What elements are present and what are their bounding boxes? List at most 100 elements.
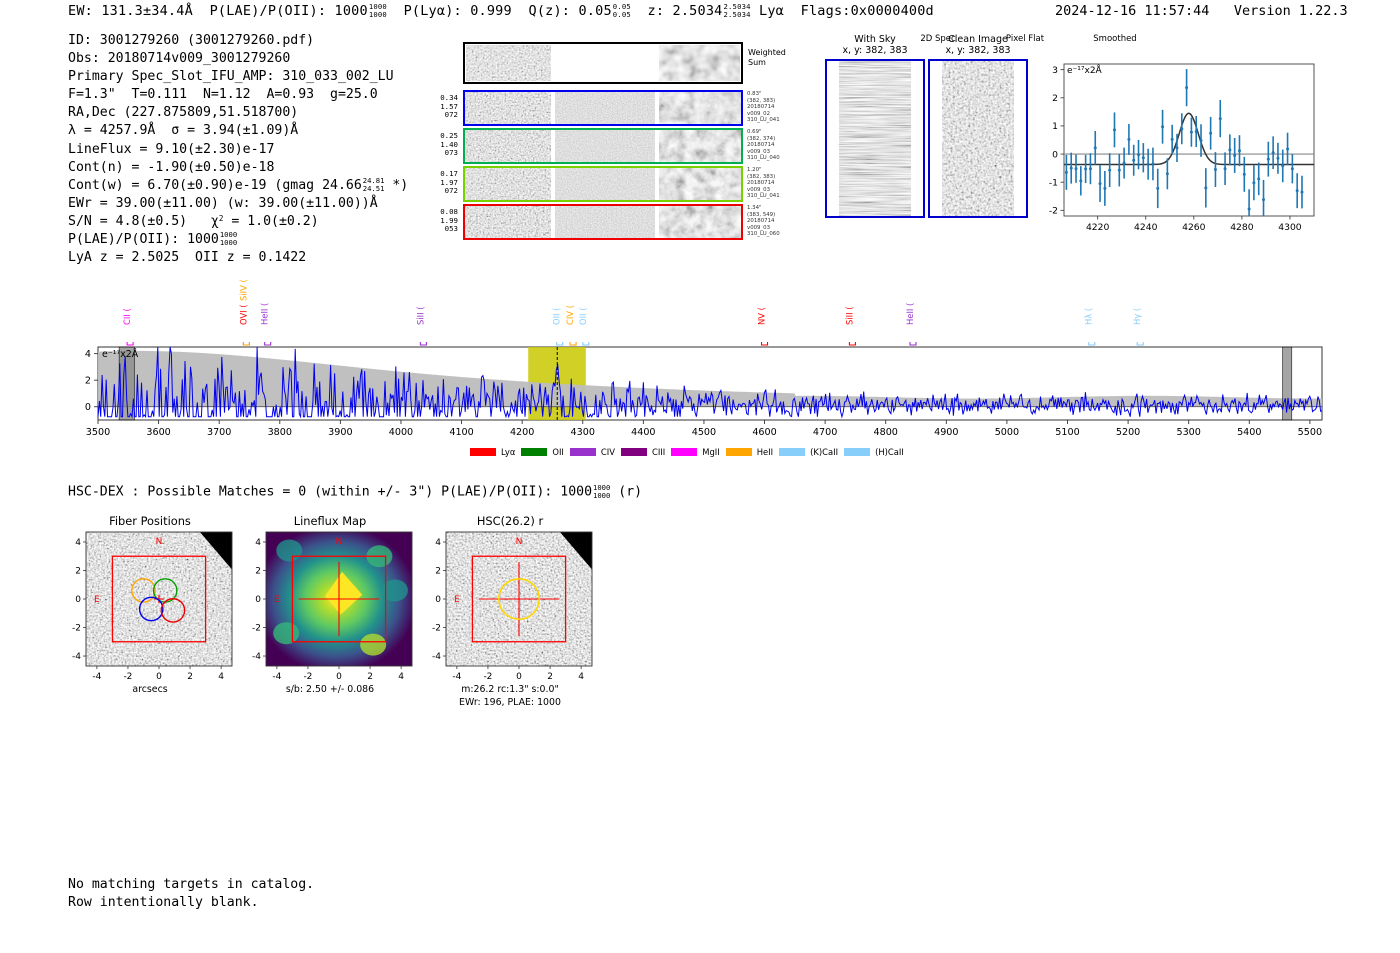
spectrum-xtick: 5100 <box>1055 427 1079 438</box>
cutout-lineflux-map: Lineflux Map N E -4 -2 0 2 4 4 2 0 -2 -4 s/b: 2.50 +/… <box>240 512 420 712</box>
footer-line-1: No matching targets in catalog. <box>68 877 315 892</box>
spectrum-xtick: 4100 <box>449 427 473 438</box>
fiber-strip-image <box>465 92 741 124</box>
legend-label: HeII <box>756 447 774 457</box>
fiber-strip <box>463 204 743 240</box>
fiber-right-label: 20180714 <box>747 142 775 149</box>
info-obs: Obs: 20180714v009_3001279260 <box>68 51 291 67</box>
header-timestamp: 2024-12-16 11:57:44 Version 1.22.3 <box>1055 3 1348 19</box>
fiber-left-label: 0.34 <box>440 93 458 102</box>
ifu-box <box>111 555 207 643</box>
emission-line-legend: Lyα OII CIV CIII MgII HeII (K)CaII (H)CaII <box>470 447 904 457</box>
panel-title-2dspec: 2D Spec <box>920 34 956 44</box>
info-cont-n: Cont(n) = -1.90(±0.50)e-18 <box>68 159 275 175</box>
line-profile-xtick: 4220 <box>1086 222 1110 233</box>
spectrum-xtick: 4300 <box>571 427 595 438</box>
fiber-circle <box>131 578 156 603</box>
spectrum-xtick: 3800 <box>268 427 292 438</box>
spectrum-xtick: 4000 <box>389 427 413 438</box>
emission-line-bracket <box>126 342 134 346</box>
compass-north: N <box>156 537 163 547</box>
cutout-hsc-r: HSC(26.2) r N E -4 -2 0 2 4 4 2 0 -2 -4 m:26.2 rc:1.3… <box>420 512 600 727</box>
qz-label: Q(z): <box>528 3 571 19</box>
emission-line-label: Hγ ( <box>1132 308 1142 325</box>
info-sn-sup: 2 <box>218 213 224 223</box>
spectrum-error-band <box>98 350 1322 407</box>
compass-north: N <box>336 537 343 547</box>
info-sn-post: = 1.0(±0.2) <box>223 213 319 229</box>
fiber-strip-right-labels: 0.83" (382, 383) 20180714 v009_02 310_LU_041 <box>747 91 807 124</box>
line-profile-xtick: 4260 <box>1182 222 1206 233</box>
fiber-strip-right-labels: 0.69" (382, 374) 20180714 v009_03 310_LU_040 <box>747 129 807 162</box>
fiber-strip-left-labels: 0.34 1.57 072 <box>424 93 458 120</box>
fiber-strip-left-labels: 0.17 1.97 072 <box>424 169 458 196</box>
cutout-ytick: -4 <box>252 652 261 662</box>
panel-title-pixelflat: Pixel Flat <box>1005 34 1045 44</box>
spectrum-xtick: 4200 <box>510 427 534 438</box>
fiber-left-label: 072 <box>444 110 458 120</box>
cutout-ytick: 2 <box>75 567 81 577</box>
legend-swatch <box>521 448 548 456</box>
line-profile-fit <box>1064 112 1314 166</box>
legend-swatch <box>671 448 698 456</box>
cutout-clean-coords: x, y: 382, 383 <box>945 45 1011 56</box>
cutout-xtick: -2 <box>483 672 492 682</box>
cutout-ytick: -2 <box>432 624 441 634</box>
cutout-lineflux-title: Lineflux Map <box>294 514 367 528</box>
full-spectrum-chart: CII (OVI (SiIV (HeII (SiII (OII (CIV (OI… <box>60 262 1330 442</box>
fiber-left-label: 1.97 <box>440 177 458 187</box>
fiber-left-label: 053 <box>444 224 458 234</box>
fiber-strip-left-labels: 0.25 1.40 073 <box>424 131 458 158</box>
cutout-xtick: 2 <box>187 672 193 682</box>
info-redshift: LyA z = 2.5025 OII z = 0.1422 <box>68 250 307 266</box>
cutout-xtick: 4 <box>578 672 584 682</box>
cutout-xtick: 0 <box>336 672 342 682</box>
plae-sup: 1000 <box>368 2 387 12</box>
line-profile-xtick: 4300 <box>1278 222 1302 233</box>
emission-line-label: HeII ( <box>260 303 270 325</box>
fiber-right-label: 20180714 <box>747 104 775 111</box>
fiber-strip <box>463 166 743 202</box>
emission-line-label: CII ( <box>122 308 132 325</box>
weighted-sum-strip <box>463 42 743 84</box>
fiber-right-label: 310_LU_041 <box>747 193 780 200</box>
emission-line-bracket <box>1088 342 1096 346</box>
info-sn: S/N = 4.8(±0.5) χ2 = 1.0(±0.2) <box>68 213 408 231</box>
weighted-sum-label-line2: Sum <box>748 58 766 67</box>
line-profile-ytick: -1 <box>1049 178 1058 189</box>
fiber-strip-image <box>465 130 741 162</box>
emission-line-label: HeII ( <box>905 303 915 325</box>
spectrum-ytick: 2 <box>85 376 91 387</box>
spectrum-xtick: 4900 <box>934 427 958 438</box>
object-info-block: ID: 3001279260 (3001279260.pdf) Obs: 201… <box>68 32 408 267</box>
info-plae: P(LAE)/P(OII): 1000 1000 1000 <box>68 231 408 249</box>
qz-value: 0.05 <box>578 3 612 19</box>
spectrum-xtick: 5000 <box>995 427 1019 438</box>
spectrum-ytick: 0 <box>85 402 91 413</box>
cutout-fiber-title: Fiber Positions <box>109 514 191 528</box>
full-spectrum-svg: CII (OVI (SiIV (HeII (SiII (OII (CIV (OI… <box>85 279 1323 438</box>
emission-line-label: SiII ( <box>415 306 425 325</box>
hscdex-sub: 1000 <box>593 490 611 500</box>
fiber-left-label: 0.25 <box>440 131 458 140</box>
fiber-strip-left-labels: 0.08 1.99 053 <box>424 207 458 234</box>
compass-east: E <box>454 595 460 605</box>
spectrum-xtick: 5200 <box>1116 427 1140 438</box>
cutout-xtick: 2 <box>547 672 553 682</box>
emission-line-label: SiII ( <box>844 306 854 325</box>
fiber-right-label: (382, 383) <box>747 97 776 104</box>
hscdex-pre: HSC-DEX : Possible Matches = 0 (within +… <box>68 484 593 500</box>
fiber-left-label: 1.57 <box>440 101 458 111</box>
z-label: z: <box>647 3 665 19</box>
plae-sub: 1000 <box>368 10 387 19</box>
spectrum-xtick: 5500 <box>1298 427 1322 438</box>
cutout-xlabel: arcsecs <box>132 684 167 695</box>
spectrum-units: e⁻¹⁷x2Å <box>102 348 139 360</box>
fiber-right-label: 310_LU_040 <box>747 155 780 162</box>
line-profile-svg: 4220 4240 4260 4280 4300 -2 -1 0 1 2 3 e⁻¹⁷x2Å <box>1049 63 1315 233</box>
weighted-sum-label-line1: Weighted <box>748 48 786 57</box>
fiber-circle <box>160 598 186 623</box>
info-cont-w-pre: Cont(w) = 6.70(±0.90)e-19 (gmag 24.66 <box>68 177 362 193</box>
spectrum-xtick: 4500 <box>692 427 716 438</box>
emission-line-bracket <box>242 342 251 346</box>
